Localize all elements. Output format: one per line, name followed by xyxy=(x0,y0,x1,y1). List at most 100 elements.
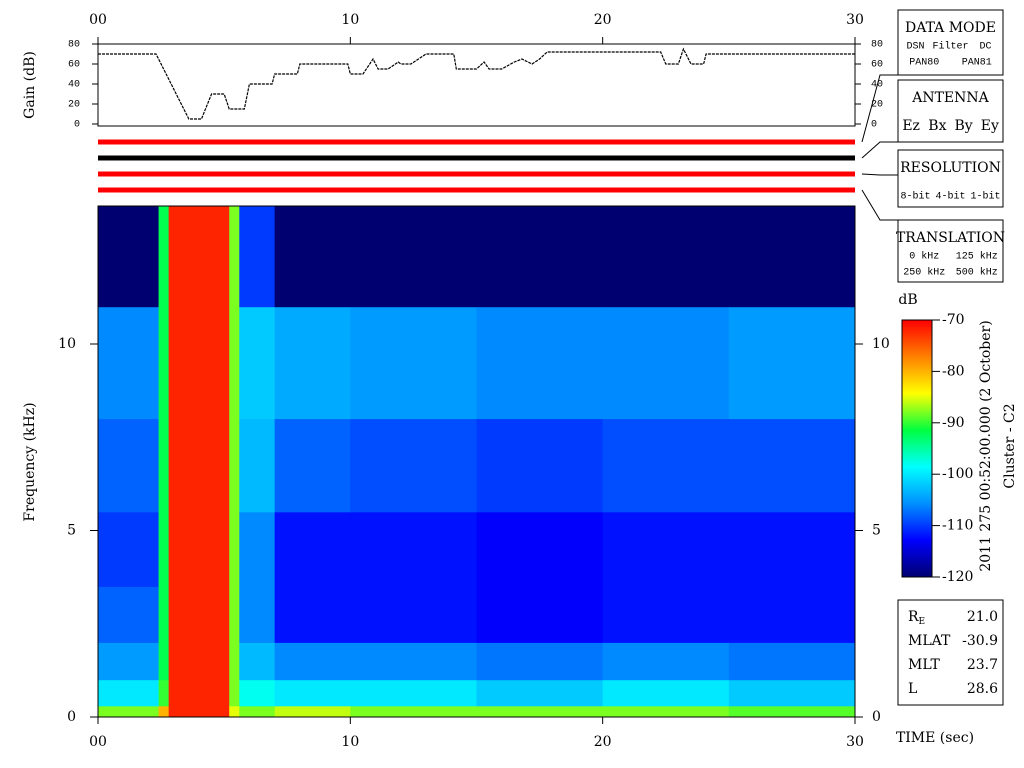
heat-cell xyxy=(98,679,160,707)
annotation: Cluster - C2 xyxy=(1002,403,1018,488)
y-tick-label: 20 xyxy=(68,100,80,111)
heat-cell xyxy=(728,586,856,643)
panel-item: 500 kHz xyxy=(956,267,998,279)
heat-cell xyxy=(229,679,240,707)
heat-cell xyxy=(158,511,170,587)
mode-panel xyxy=(897,9,1004,76)
heat-cell xyxy=(602,418,730,513)
y-tick-label: 0 xyxy=(872,709,881,725)
heat-cell xyxy=(728,306,856,420)
connectors xyxy=(861,74,898,221)
heat-cell xyxy=(476,705,604,718)
x-tick-label: 00 xyxy=(89,734,107,750)
heat-cell xyxy=(98,306,160,420)
info-label-text: R xyxy=(908,609,919,625)
heat-cell xyxy=(476,679,604,707)
colorbar-label: dB xyxy=(898,292,917,308)
y-tick-label: 80 xyxy=(68,40,80,51)
y-tick-label: 5 xyxy=(67,523,76,539)
heat-cell xyxy=(274,206,351,308)
heat-cell xyxy=(239,642,276,681)
info-value: 21.0 xyxy=(967,609,998,625)
x-tick-label: 30 xyxy=(846,12,864,28)
heat-cell xyxy=(98,642,160,681)
heat-cell xyxy=(602,642,730,681)
heat-cell xyxy=(728,511,856,587)
heat-cell xyxy=(158,642,170,681)
heat-cell xyxy=(728,705,856,718)
x-tick-label: 10 xyxy=(341,12,359,28)
heat-cell xyxy=(158,705,170,718)
heat-cell xyxy=(350,679,477,707)
heat-cell xyxy=(158,206,170,308)
panel-item: 250 kHz xyxy=(903,267,945,279)
heat-cell xyxy=(98,511,160,587)
heat-cell xyxy=(602,586,730,643)
heat-cell xyxy=(476,586,604,643)
heat-cell xyxy=(239,586,276,643)
heat-cell xyxy=(274,418,351,513)
heat-cell xyxy=(168,705,230,718)
colorbar xyxy=(901,319,933,578)
heat-cell xyxy=(350,511,477,587)
connector xyxy=(861,173,898,176)
y-tick-label: 10 xyxy=(58,336,76,352)
x-tick-label: 00 xyxy=(89,12,107,28)
y-axis-label: Frequency (kHz) xyxy=(22,402,38,521)
panel-item: 4-bit xyxy=(935,191,965,203)
heat-cell xyxy=(229,642,240,681)
panel-item: Ey xyxy=(981,118,999,134)
panel-item: Bx xyxy=(928,118,946,134)
heat-cell xyxy=(239,306,276,420)
heat-cell xyxy=(229,705,240,718)
panel-item: Ez xyxy=(902,118,920,134)
heat-cell xyxy=(168,418,230,513)
connector xyxy=(861,189,898,221)
gain-line xyxy=(98,47,855,120)
heat-cell xyxy=(168,206,230,308)
info-panel xyxy=(897,599,1004,706)
heat-cell xyxy=(350,642,477,681)
gain-frame xyxy=(97,43,856,127)
y-tick-label: 40 xyxy=(871,80,883,91)
panel-item: 0 kHz xyxy=(909,251,939,263)
heat-cell xyxy=(158,418,170,513)
heat-cell xyxy=(98,418,160,513)
y-tick-label: 80 xyxy=(871,40,883,51)
heat-cell xyxy=(274,679,351,707)
heat-cell xyxy=(274,642,351,681)
heat-cell xyxy=(274,705,351,718)
x-tick-label: 20 xyxy=(594,734,612,750)
heat-cell xyxy=(229,306,240,420)
x-tick-label: 20 xyxy=(594,12,612,28)
panel-item: By xyxy=(955,118,973,134)
mode-panel xyxy=(897,219,1004,283)
y-tick-label: 60 xyxy=(871,60,883,71)
heat-cell xyxy=(239,679,276,707)
info-label-text: MLAT xyxy=(908,633,951,649)
heat-cell xyxy=(350,705,477,718)
heat-cell xyxy=(602,306,730,420)
heat-cell xyxy=(168,642,230,681)
info-label-text: L xyxy=(908,681,917,697)
heat-cell xyxy=(602,679,730,707)
y-tick-label: 20 xyxy=(871,100,883,111)
info-value: -30.9 xyxy=(962,633,998,649)
heat-cell xyxy=(602,206,730,308)
connector xyxy=(861,74,898,143)
panel-item: PAN80 xyxy=(909,58,939,69)
colorbar-tick-label: -90 xyxy=(942,415,965,431)
heat-cell xyxy=(476,642,604,681)
panel-item: DSN xyxy=(906,42,924,53)
x-tick-label: 10 xyxy=(341,734,359,750)
heat-cell xyxy=(168,586,230,643)
info-value: 28.6 xyxy=(967,681,998,697)
panel-item: 125 kHz xyxy=(956,251,998,263)
heat-cell xyxy=(350,206,477,308)
info-label: MLAT xyxy=(908,633,951,649)
heat-cell xyxy=(239,418,276,513)
heat-cell xyxy=(476,511,604,587)
annotation: 2011 275 00:52:00.000 (2 October) xyxy=(978,320,994,571)
heat-cell xyxy=(239,511,276,587)
